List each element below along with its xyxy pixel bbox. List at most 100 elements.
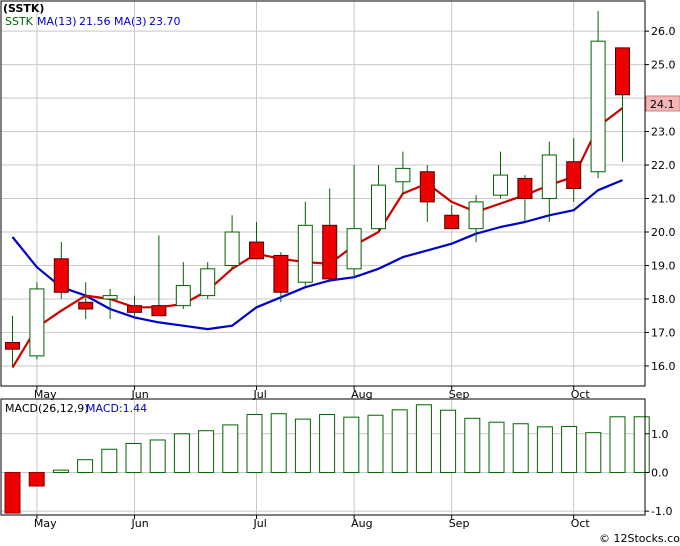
macd-y-tick-label: 1.0 (651, 428, 669, 441)
macd-bar-positive (367, 414, 384, 473)
price-x-tick-label: Oct (571, 388, 591, 401)
ma13-line (11, 179, 623, 331)
legend-ma3-value: 23.70 (149, 15, 181, 28)
legend-ma3-label: MA(3) (114, 15, 147, 28)
macd-bar-positive (391, 409, 408, 473)
candle-up (346, 228, 362, 270)
candle-down (78, 301, 94, 310)
price-x-tick-label: Jul (253, 388, 267, 401)
macd-bar-positive (633, 416, 650, 473)
legend-ma13-value: 21.56 (79, 15, 111, 28)
macd-x-tick-label: Aug (351, 517, 372, 530)
macd-x-tick-label: Sep (449, 517, 470, 530)
macd-bar-positive (270, 413, 287, 473)
candle-up (541, 154, 557, 200)
macd-bar-positive (222, 424, 239, 473)
macd-bar-positive (173, 433, 190, 473)
legend-ma13-label: MA(13) (37, 15, 77, 28)
price-x-tick-label: Aug (351, 388, 372, 401)
price-y-tick-label: 18.0 (651, 293, 676, 306)
macd-bars (4, 404, 650, 514)
macd-bar-positive (198, 430, 215, 473)
macd-bar-positive (125, 442, 142, 473)
price-y-tick-label: 20.0 (651, 226, 676, 239)
candle-up (102, 295, 118, 300)
candle-down (151, 305, 167, 317)
macd-bar-positive (585, 432, 602, 473)
price-x-tick-label: Sep (449, 388, 470, 401)
price-x-ticks: May Jun Jul Aug Sep Oct (34, 386, 591, 401)
macd-bar-positive (149, 439, 166, 473)
candle-up (468, 201, 484, 230)
candle-down (322, 224, 338, 280)
ticker-label: (SSTK) (3, 2, 44, 15)
macd-bar-positive (440, 409, 457, 473)
macd-bar-positive (561, 425, 578, 473)
candle-up (395, 167, 411, 183)
ma-blue-line (11, 179, 623, 331)
macd-x-tick-label: May (34, 517, 57, 530)
candle-up (590, 40, 606, 173)
price-y-tick-label: 19.0 (651, 259, 676, 272)
price-y-tick-label: 17.0 (651, 326, 676, 339)
watermark: © 12Stocks.com (599, 532, 680, 545)
candle-down (419, 171, 435, 203)
macd-legend-value: MACD:1.44 (86, 402, 147, 415)
price-y-tick-label: 23.0 (651, 126, 676, 139)
macd-bar-positive (343, 416, 360, 473)
macd-bar-positive (609, 416, 626, 473)
candles (5, 11, 630, 366)
candle-down (615, 47, 630, 96)
macd-bar-positive (464, 417, 481, 473)
macd-bar-positive (294, 418, 311, 473)
candle-down (249, 241, 264, 260)
candle-down (517, 177, 533, 200)
macd-x-tick-label: Jun (131, 517, 149, 530)
macd-bar-positive (512, 423, 529, 473)
macd-x-ticks: May Jun Jul Aug Sep Oct (34, 515, 591, 530)
macd-bar-positive (415, 404, 432, 473)
candle-up (175, 285, 191, 307)
price-y-tick-label: 26.0 (651, 25, 676, 38)
macd-bar-positive (246, 413, 263, 473)
macd-panel: -1.0 0.0 1.0 May Jun Jul Aug Sep Oct MACD(26,12… (0, 398, 672, 530)
candle-down (444, 214, 460, 230)
price-y-tick-label: 16.0 (651, 360, 676, 373)
price-y-tick-label: 21.0 (651, 193, 676, 206)
candle-down (53, 258, 69, 293)
candle-up (297, 224, 313, 283)
candle-down (273, 254, 289, 293)
price-x-tick-label: May (34, 388, 57, 401)
macd-bar-positive (536, 426, 553, 473)
macd-y-tick-label: 0.0 (651, 466, 669, 479)
macd-y-tick-label: -1.0 (651, 505, 672, 518)
price-panel-border (0, 0, 646, 387)
candle-up (493, 174, 508, 196)
macd-bar-positive (77, 459, 94, 473)
last-price-tag-box (645, 95, 680, 112)
macd-panel-border (0, 398, 646, 516)
legend-symbol: SSTK (5, 15, 34, 28)
macd-bar-positive (101, 448, 118, 473)
price-y-ticks: 16.0 17.0 18.0 19.0 20.0 21.0 22.0 23.0 25.0 26.0 (645, 25, 676, 373)
price-x-tick-label: Jun (131, 388, 149, 401)
macd-x-tick-label: Oct (571, 517, 591, 530)
macd-x-tick-label: Jul (253, 517, 267, 530)
price-panel: 16.0 17.0 18.0 19.0 20.0 21.0 22.0 23.0 25.0 26.0… (0, 0, 680, 401)
macd-legend-label: MACD(26,12,9) (5, 402, 89, 415)
last-price-tag: 24.1 (650, 98, 675, 111)
macd-bar-negative (4, 471, 21, 514)
candle-up (224, 231, 240, 266)
candle-down (127, 305, 142, 313)
candle-down (5, 341, 20, 350)
macd-bar-positive (488, 421, 505, 473)
candle-down (566, 161, 582, 189)
macd-y-ticks: -1.0 0.0 1.0 (645, 428, 672, 518)
macd-bar-positive (319, 413, 336, 473)
candle-up (29, 288, 45, 357)
macd-bar-positive (52, 469, 69, 473)
macd-bar-negative (28, 471, 45, 487)
price-y-tick-label: 22.0 (651, 159, 676, 172)
candle-up (200, 268, 216, 297)
